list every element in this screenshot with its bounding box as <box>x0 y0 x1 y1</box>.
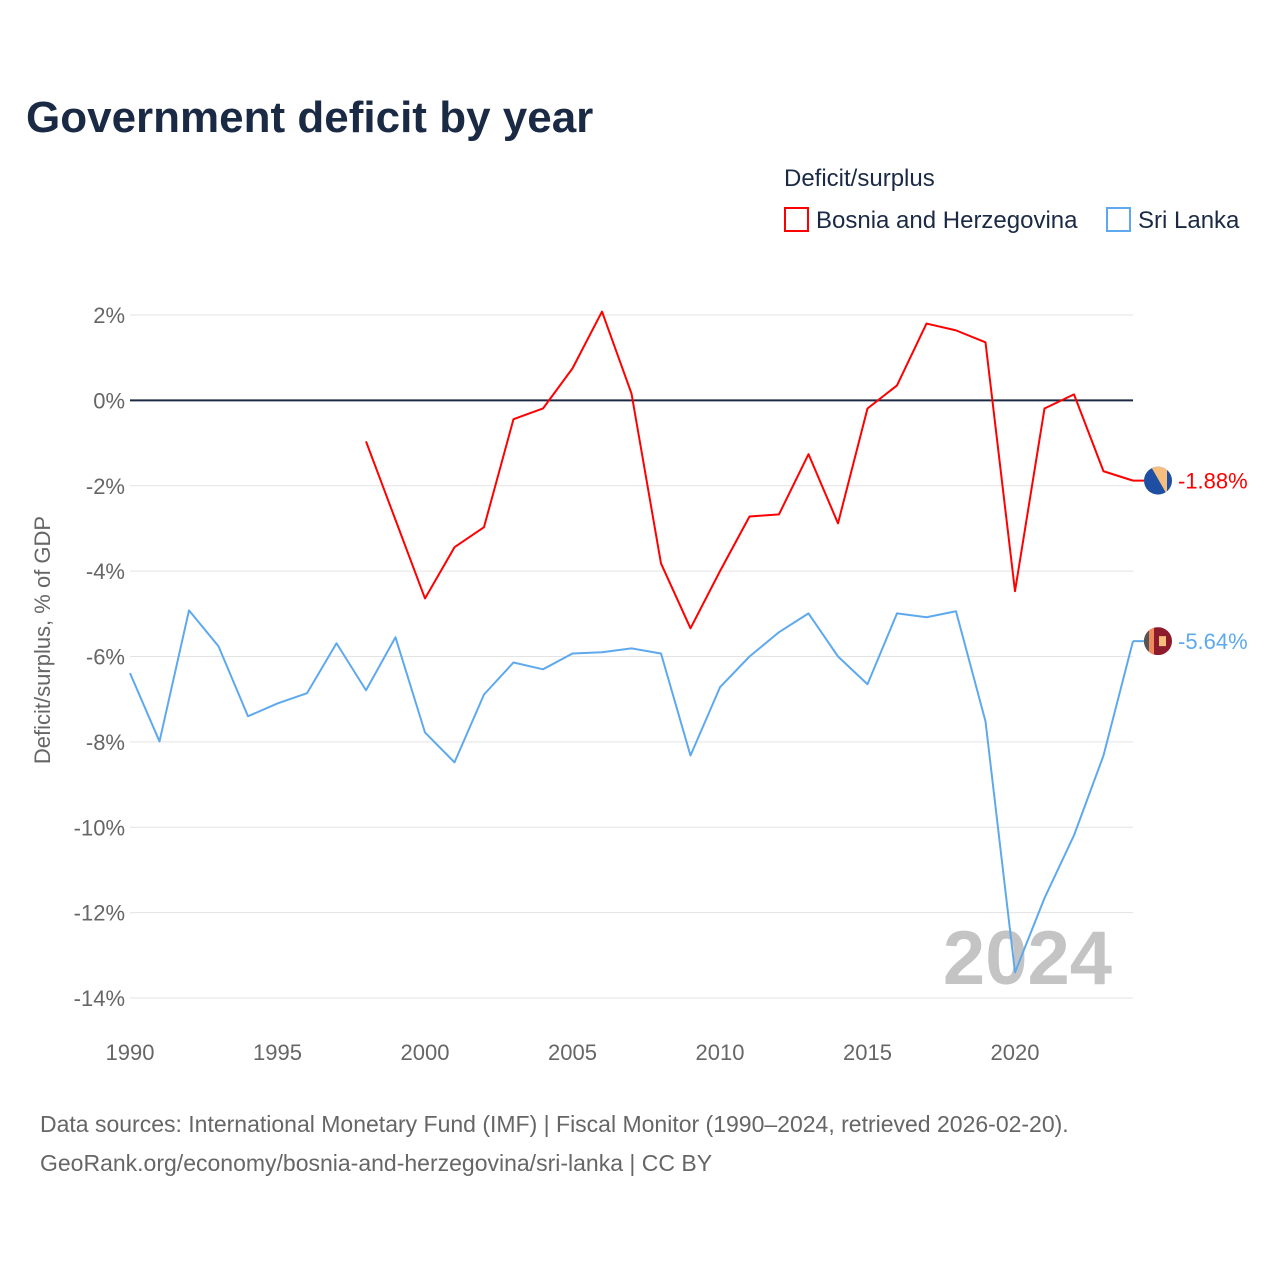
flag-icon-bosnia <box>1144 466 1172 495</box>
y-tick-label: -10% <box>74 815 125 840</box>
x-tick-label: 1990 <box>106 1040 155 1065</box>
x-tick-label: 2020 <box>991 1040 1040 1065</box>
year-watermark: 2024 <box>943 916 1112 1001</box>
series-line-sri-lanka <box>129 609 1134 974</box>
legend-item-sri-lanka[interactable]: Sri Lanka <box>1106 207 1240 234</box>
y-tick-label: 2% <box>93 303 125 328</box>
y-tick-label: -8% <box>86 730 125 755</box>
y-axis-ticks: 2% 0% -2% -4% -6% -8% -10% -12% -14% <box>74 303 125 1011</box>
x-tick-label: 2010 <box>696 1040 745 1065</box>
y-tick-label: -6% <box>86 645 125 670</box>
legend-label-bosnia: Bosnia and Herzegovina <box>816 207 1078 234</box>
end-label-sri-lanka: -5.64% <box>1178 629 1248 654</box>
x-tick-label: 2000 <box>401 1040 450 1065</box>
flag-icon-sri-lanka <box>1144 627 1172 656</box>
y-tick-label: -2% <box>86 474 125 499</box>
x-axis-ticks: 1990 1995 2000 2005 2010 2015 2020 <box>106 1040 1040 1065</box>
end-markers: -1.88% -5.64% <box>1133 466 1248 656</box>
y-axis-label: Deficit/surplus, % of GDP <box>30 516 55 764</box>
y-tick-label: -12% <box>74 901 125 926</box>
y-tick-label: 0% <box>93 388 125 413</box>
series-line-bosnia <box>365 310 1134 630</box>
legend-swatch-bosnia <box>784 207 809 232</box>
x-tick-label: 2005 <box>548 1040 597 1065</box>
chart-title: Government deficit by year <box>26 93 593 142</box>
legend-item-bosnia[interactable]: Bosnia and Herzegovina <box>784 207 1078 234</box>
legend-title: Deficit/surplus <box>784 165 935 192</box>
legend-label-sri-lanka: Sri Lanka <box>1138 207 1240 234</box>
x-tick-label: 2015 <box>843 1040 892 1065</box>
x-tick-label: 1995 <box>253 1040 302 1065</box>
gridlines <box>130 314 1133 999</box>
series-lines <box>129 310 1134 974</box>
y-tick-label: -14% <box>74 986 125 1011</box>
source-line-1: Data sources: International Monetary Fun… <box>40 1111 1069 1137</box>
legend-swatch-sri-lanka <box>1106 207 1131 232</box>
source-line-2[interactable]: GeoRank.org/economy/bosnia-and-herzegovi… <box>40 1150 712 1176</box>
y-tick-label: -4% <box>86 559 125 584</box>
end-label-bosnia: -1.88% <box>1178 469 1248 494</box>
